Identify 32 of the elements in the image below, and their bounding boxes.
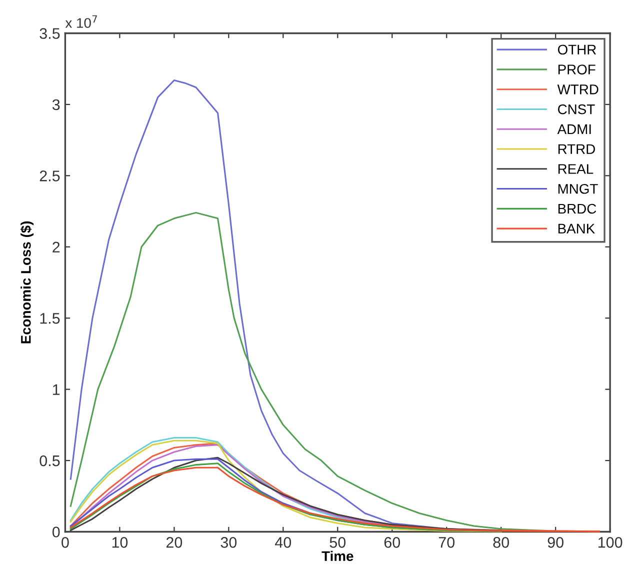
- y-tick-label: 3: [52, 99, 60, 110]
- legend-label: ADMI: [557, 124, 591, 134]
- text: x 10$^{7}$: [65, 15, 97, 28]
- x-tick-label: 30: [220, 537, 237, 548]
- y-tick-label: 2: [52, 242, 60, 252]
- legend-label: BRDC: [558, 204, 596, 214]
- x-tick-label: 10: [112, 537, 128, 548]
- x-tick-label: 70: [438, 537, 455, 548]
- legend-label: OTHR: [558, 44, 596, 55]
- y-tick-label: 1.5: [40, 313, 60, 324]
- y-tick-label: 1: [53, 384, 60, 395]
- legend-label: MNGT: [558, 184, 598, 194]
- legend-label: RTRD: [558, 144, 595, 154]
- legend-label: PROF: [558, 64, 596, 74]
- legend-label: CNST: [558, 104, 595, 114]
- x-tick-label: 20: [166, 537, 182, 548]
- legend-label: BANK: [558, 224, 595, 234]
- y-tick-label: 2.5: [40, 170, 60, 182]
- x-tick-label: 60: [384, 537, 400, 548]
- x-axis-title: Time: [322, 550, 354, 562]
- x-tick-label: 50: [330, 537, 346, 548]
- y-tick-label: 3.5: [40, 28, 60, 39]
- x-tick-label: 80: [493, 537, 509, 548]
- x-tick-label: 100: [598, 537, 622, 548]
- y-tick-label: 0: [52, 526, 60, 538]
- y-axis-title: Economic Loss ($): [20, 221, 34, 344]
- legend-label: REAL: [558, 164, 594, 174]
- y-tick-label: 0.5: [40, 455, 60, 466]
- legend-label: WTRD: [557, 84, 598, 94]
- x-tick-label: 90: [548, 537, 564, 548]
- x-tick-label: 0: [62, 537, 69, 548]
- x-tick-label: 40: [275, 537, 292, 548]
